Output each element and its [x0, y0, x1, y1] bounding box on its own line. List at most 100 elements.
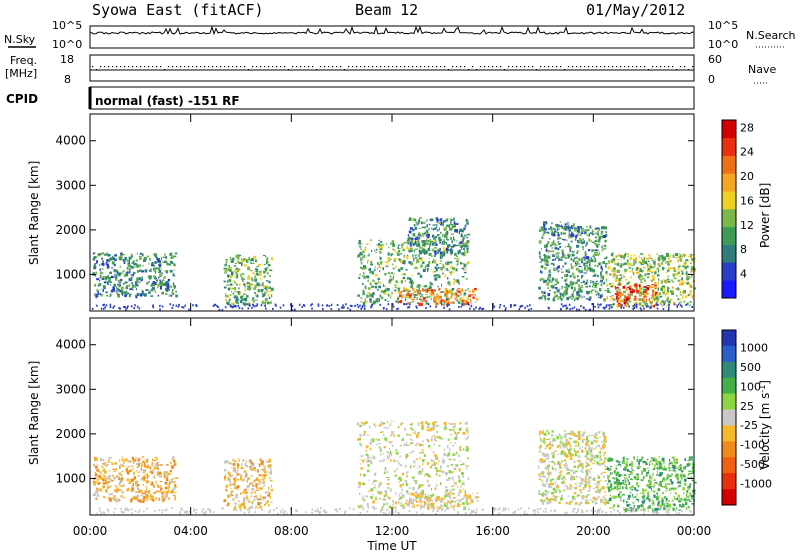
- data-cell: [458, 282, 460, 285]
- data-cell: [232, 271, 235, 273]
- data-cell: [422, 248, 425, 251]
- data-cell: [599, 280, 601, 283]
- data-cell: [361, 258, 364, 260]
- data-cell: [470, 498, 472, 501]
- data-cell: [356, 303, 359, 306]
- data-cell: [540, 296, 543, 299]
- data-cell: [409, 242, 412, 244]
- data-cell: [582, 438, 585, 441]
- data-cell: [601, 226, 605, 230]
- data-cell: [383, 503, 386, 506]
- data-cell: [138, 465, 140, 467]
- data-cell: [541, 493, 544, 496]
- data-cell: [170, 256, 173, 259]
- data-cell: [466, 237, 469, 239]
- data-cell: [578, 476, 581, 479]
- data-cell: [406, 246, 409, 249]
- data-cell: [557, 476, 561, 480]
- data-cell: [364, 434, 366, 436]
- data-cell: [589, 296, 592, 300]
- data-cell: [173, 263, 176, 265]
- data-cell: [627, 256, 629, 258]
- data-cell: [101, 463, 105, 465]
- data-cell: [407, 290, 411, 293]
- nave-point: [524, 66, 526, 68]
- data-cell: [597, 265, 599, 268]
- data-cell: [402, 437, 404, 439]
- data-cell: [654, 304, 657, 306]
- data-cell: [119, 256, 123, 258]
- data-cell: [675, 272, 677, 276]
- data-cell: [647, 305, 649, 308]
- data-cell: [591, 233, 595, 236]
- data-cell: [157, 473, 159, 476]
- data-cell: [571, 281, 575, 285]
- data-cell: [444, 234, 447, 238]
- data-cell: [652, 286, 655, 288]
- data-cell: [227, 279, 229, 283]
- data-cell: [108, 481, 111, 483]
- nave-point: [208, 66, 210, 68]
- data-cell: [585, 262, 588, 264]
- data-cell: [393, 250, 396, 252]
- data-cell: [439, 227, 440, 231]
- data-cell: [648, 270, 652, 273]
- data-cell: [642, 259, 645, 263]
- data-cell: [493, 305, 496, 308]
- data-cell: [435, 431, 439, 433]
- data-cell: [682, 265, 685, 268]
- data-cell: [407, 471, 409, 473]
- nave-point: [200, 66, 202, 68]
- data-cell: [255, 485, 258, 489]
- data-cell: [436, 264, 439, 266]
- data-cell: [259, 458, 262, 462]
- data-cell: [638, 298, 642, 301]
- data-cell: [643, 256, 646, 260]
- data-cell: [550, 226, 553, 230]
- data-cell: [139, 264, 141, 268]
- data-cell: [430, 282, 433, 286]
- data-cell: [409, 499, 411, 502]
- data-cell: [426, 229, 429, 233]
- data-cell: [440, 221, 443, 225]
- data-cell: [368, 490, 371, 492]
- data-cell: [118, 307, 120, 310]
- data-cell: [563, 304, 566, 307]
- data-cell: [153, 467, 155, 469]
- data-cell: [248, 460, 251, 464]
- data-cell: [564, 257, 568, 259]
- data-cell: [92, 258, 96, 261]
- data-cell: [449, 223, 453, 225]
- data-cell: [679, 275, 681, 277]
- data-cell: [584, 476, 587, 479]
- data-cell: [402, 276, 405, 279]
- data-cell: [662, 305, 664, 307]
- nave-point: [236, 66, 238, 68]
- nave-point: [368, 66, 370, 68]
- data-cell: [686, 265, 689, 268]
- data-cell: [474, 293, 476, 296]
- data-cell: [453, 278, 455, 281]
- data-cell: [572, 290, 576, 292]
- data-cell: [428, 245, 431, 248]
- data-cell: [459, 249, 461, 253]
- data-cell: [141, 456, 145, 458]
- data-cell: [569, 249, 571, 252]
- data-cell: [600, 447, 603, 450]
- data-cell: [437, 286, 439, 288]
- data-cell: [372, 493, 374, 496]
- data-cell: [108, 470, 111, 472]
- data-cell: [415, 305, 417, 308]
- data-cell: [539, 261, 542, 263]
- nave-point: [604, 66, 606, 68]
- data-cell: [379, 266, 382, 269]
- data-cell: [558, 462, 561, 465]
- data-cell: [123, 270, 125, 272]
- data-cell: [541, 494, 544, 497]
- data-cell: [662, 308, 665, 310]
- data-cell: [409, 497, 410, 501]
- data-cell: [141, 492, 144, 495]
- data-cell: [538, 460, 540, 462]
- data-cell: [139, 255, 142, 257]
- data-cell: [580, 232, 584, 235]
